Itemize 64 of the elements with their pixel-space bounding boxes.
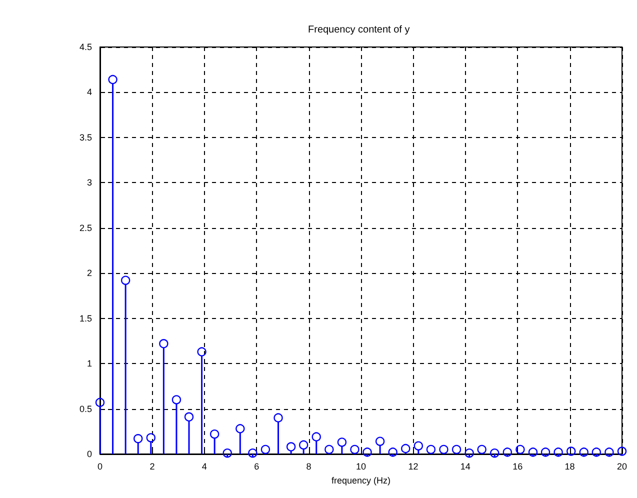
x-tick-label: 2 [150,462,155,472]
point [516,444,525,454]
point [554,448,563,457]
x-tick-label: 12 [408,462,418,472]
point [592,448,602,457]
y-tick-label: 4.5 [79,42,92,52]
point [286,442,296,452]
point [312,432,321,442]
point [350,444,360,454]
y-tick-label: 3 [86,178,92,188]
point [604,448,614,457]
point [439,444,448,454]
point [210,430,220,439]
point [490,448,500,458]
point [95,398,105,408]
y-tick-label: 3.5 [79,132,92,142]
point [274,413,283,422]
point [184,412,194,422]
point [426,444,436,454]
x-tick-label: 4 [202,462,207,472]
y-tick-label: 1 [86,358,92,369]
x-tick-label: 16 [512,462,523,472]
point [197,347,206,356]
point [362,448,372,457]
point [502,448,512,457]
point [159,339,168,348]
x-tick-label: 6 [254,462,260,472]
x-tick-label: 10 [356,462,366,472]
point [324,444,334,454]
point [477,444,486,454]
y-tick-label: 1.5 [79,313,92,324]
point [222,448,232,458]
y-tick-label: 0.5 [79,404,92,414]
point [464,448,474,458]
point [452,444,462,454]
point [337,438,347,447]
x-tick-label: 14 [460,462,470,472]
point [134,434,143,444]
point [298,440,308,450]
y-tick-label: 2.5 [79,222,92,233]
point [414,441,424,450]
chart-title: Frequency content of y [308,24,410,36]
point [540,448,550,457]
x-tick-label: 8 [306,462,312,472]
point [146,433,156,442]
point [108,74,118,84]
point [401,444,410,454]
point [120,276,130,285]
point [260,444,270,454]
point [579,448,588,457]
x-axis-title: frequency (Hz) [331,476,391,486]
point [528,448,538,457]
point [236,424,245,434]
point [388,448,398,457]
y-tick-label: 0 [86,449,92,459]
x-tick-label: 20 [616,462,628,472]
point [248,448,258,458]
x-tick-label: 0 [97,462,103,472]
point [375,436,385,446]
y-tick-label: 4 [86,87,92,98]
y-tick-label: 2 [86,268,92,278]
point [172,395,182,404]
point [566,446,576,456]
x-tick-label: 18 [564,462,575,472]
